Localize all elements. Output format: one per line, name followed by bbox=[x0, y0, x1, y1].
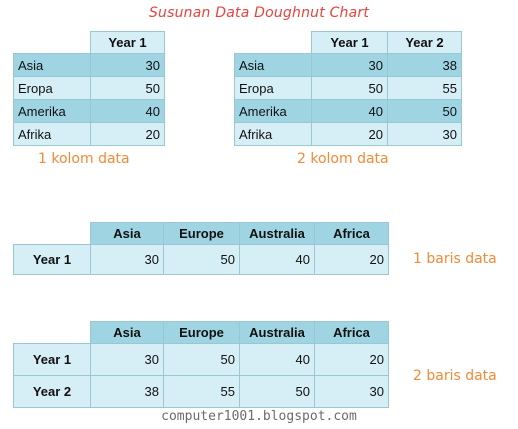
row-label-amerika: Amerika bbox=[13, 99, 91, 123]
cell-afrika-year-2: 30 bbox=[387, 122, 462, 146]
cell-amerika-year-2: 50 bbox=[387, 99, 462, 123]
column-header-australia: Australia bbox=[239, 222, 315, 245]
column-header-year-2: Year 2 bbox=[387, 31, 462, 54]
corner-cell bbox=[13, 31, 91, 54]
cell-amerika-year-1: 40 bbox=[311, 99, 388, 123]
cell-eropa-year-1: 50 bbox=[90, 76, 165, 100]
cell-year-1-australia: 40 bbox=[239, 343, 315, 376]
cell-year-1-asia: 30 bbox=[90, 343, 164, 376]
column-header-africa: Africa bbox=[314, 222, 389, 245]
cell-asia-year-2: 38 bbox=[387, 53, 462, 77]
column-header-africa: Africa bbox=[314, 321, 389, 344]
table-one-column: Year 1 Asia 30 Eropa 50 Amerika 40 Afrik… bbox=[13, 31, 165, 146]
table-one-row: Asia Europe Australia Africa Year 1 30 5… bbox=[13, 222, 389, 275]
row-label-asia: Asia bbox=[13, 53, 91, 77]
label-two-columns: 2 kolom data bbox=[297, 151, 389, 167]
cell-year-1-asia: 30 bbox=[90, 244, 164, 275]
column-header-year-1: Year 1 bbox=[311, 31, 388, 54]
cell-year-1-europe: 50 bbox=[163, 244, 240, 275]
label-two-rows: 2 baris data bbox=[413, 368, 497, 384]
table-two-rows: Asia Europe Australia Africa Year 1 30 5… bbox=[13, 321, 389, 408]
cell-year-1-australia: 40 bbox=[239, 244, 315, 275]
cell-amerika-year-1: 40 bbox=[90, 99, 165, 123]
column-header-australia: Australia bbox=[239, 321, 315, 344]
row-label-afrika: Afrika bbox=[234, 122, 312, 146]
cell-year-1-europe: 50 bbox=[163, 343, 240, 376]
corner-cell bbox=[13, 321, 91, 344]
column-header-asia: Asia bbox=[90, 321, 164, 344]
cell-eropa-year-2: 55 bbox=[387, 76, 462, 100]
row-label-eropa: Eropa bbox=[13, 76, 91, 100]
row-label-asia: Asia bbox=[234, 53, 312, 77]
column-header-asia: Asia bbox=[90, 222, 164, 245]
column-header-europe: Europe bbox=[163, 321, 240, 344]
cell-year-1-africa: 20 bbox=[314, 343, 389, 376]
corner-cell bbox=[13, 222, 91, 245]
row-label-amerika: Amerika bbox=[234, 99, 312, 123]
cell-year-2-asia: 38 bbox=[90, 375, 164, 408]
cell-asia-year-1: 30 bbox=[311, 53, 388, 77]
table-two-columns: Year 1 Year 2 Asia 30 38 Eropa 50 55 Ame… bbox=[234, 31, 462, 146]
cell-afrika-year-1: 20 bbox=[311, 122, 388, 146]
column-header-europe: Europe bbox=[163, 222, 240, 245]
cell-afrika-year-1: 20 bbox=[90, 122, 165, 146]
cell-eropa-year-1: 50 bbox=[311, 76, 388, 100]
corner-cell bbox=[234, 31, 312, 54]
row-label-year-1: Year 1 bbox=[13, 244, 91, 275]
footer-source-text: computer1001.blogspot.com bbox=[161, 409, 357, 424]
row-label-afrika: Afrika bbox=[13, 122, 91, 146]
label-one-column: 1 kolom data bbox=[38, 151, 130, 167]
page-title: Susunan Data Doughnut Chart bbox=[148, 5, 370, 21]
cell-year-2-europe: 55 bbox=[163, 375, 240, 408]
column-header-year-1: Year 1 bbox=[90, 31, 165, 54]
row-label-eropa: Eropa bbox=[234, 76, 312, 100]
cell-year-1-africa: 20 bbox=[314, 244, 389, 275]
cell-year-2-australia: 50 bbox=[239, 375, 315, 408]
label-one-row: 1 baris data bbox=[413, 251, 497, 267]
row-label-year-1: Year 1 bbox=[13, 343, 91, 376]
row-label-year-2: Year 2 bbox=[13, 375, 91, 408]
cell-asia-year-1: 30 bbox=[90, 53, 165, 77]
cell-year-2-africa: 30 bbox=[314, 375, 389, 408]
